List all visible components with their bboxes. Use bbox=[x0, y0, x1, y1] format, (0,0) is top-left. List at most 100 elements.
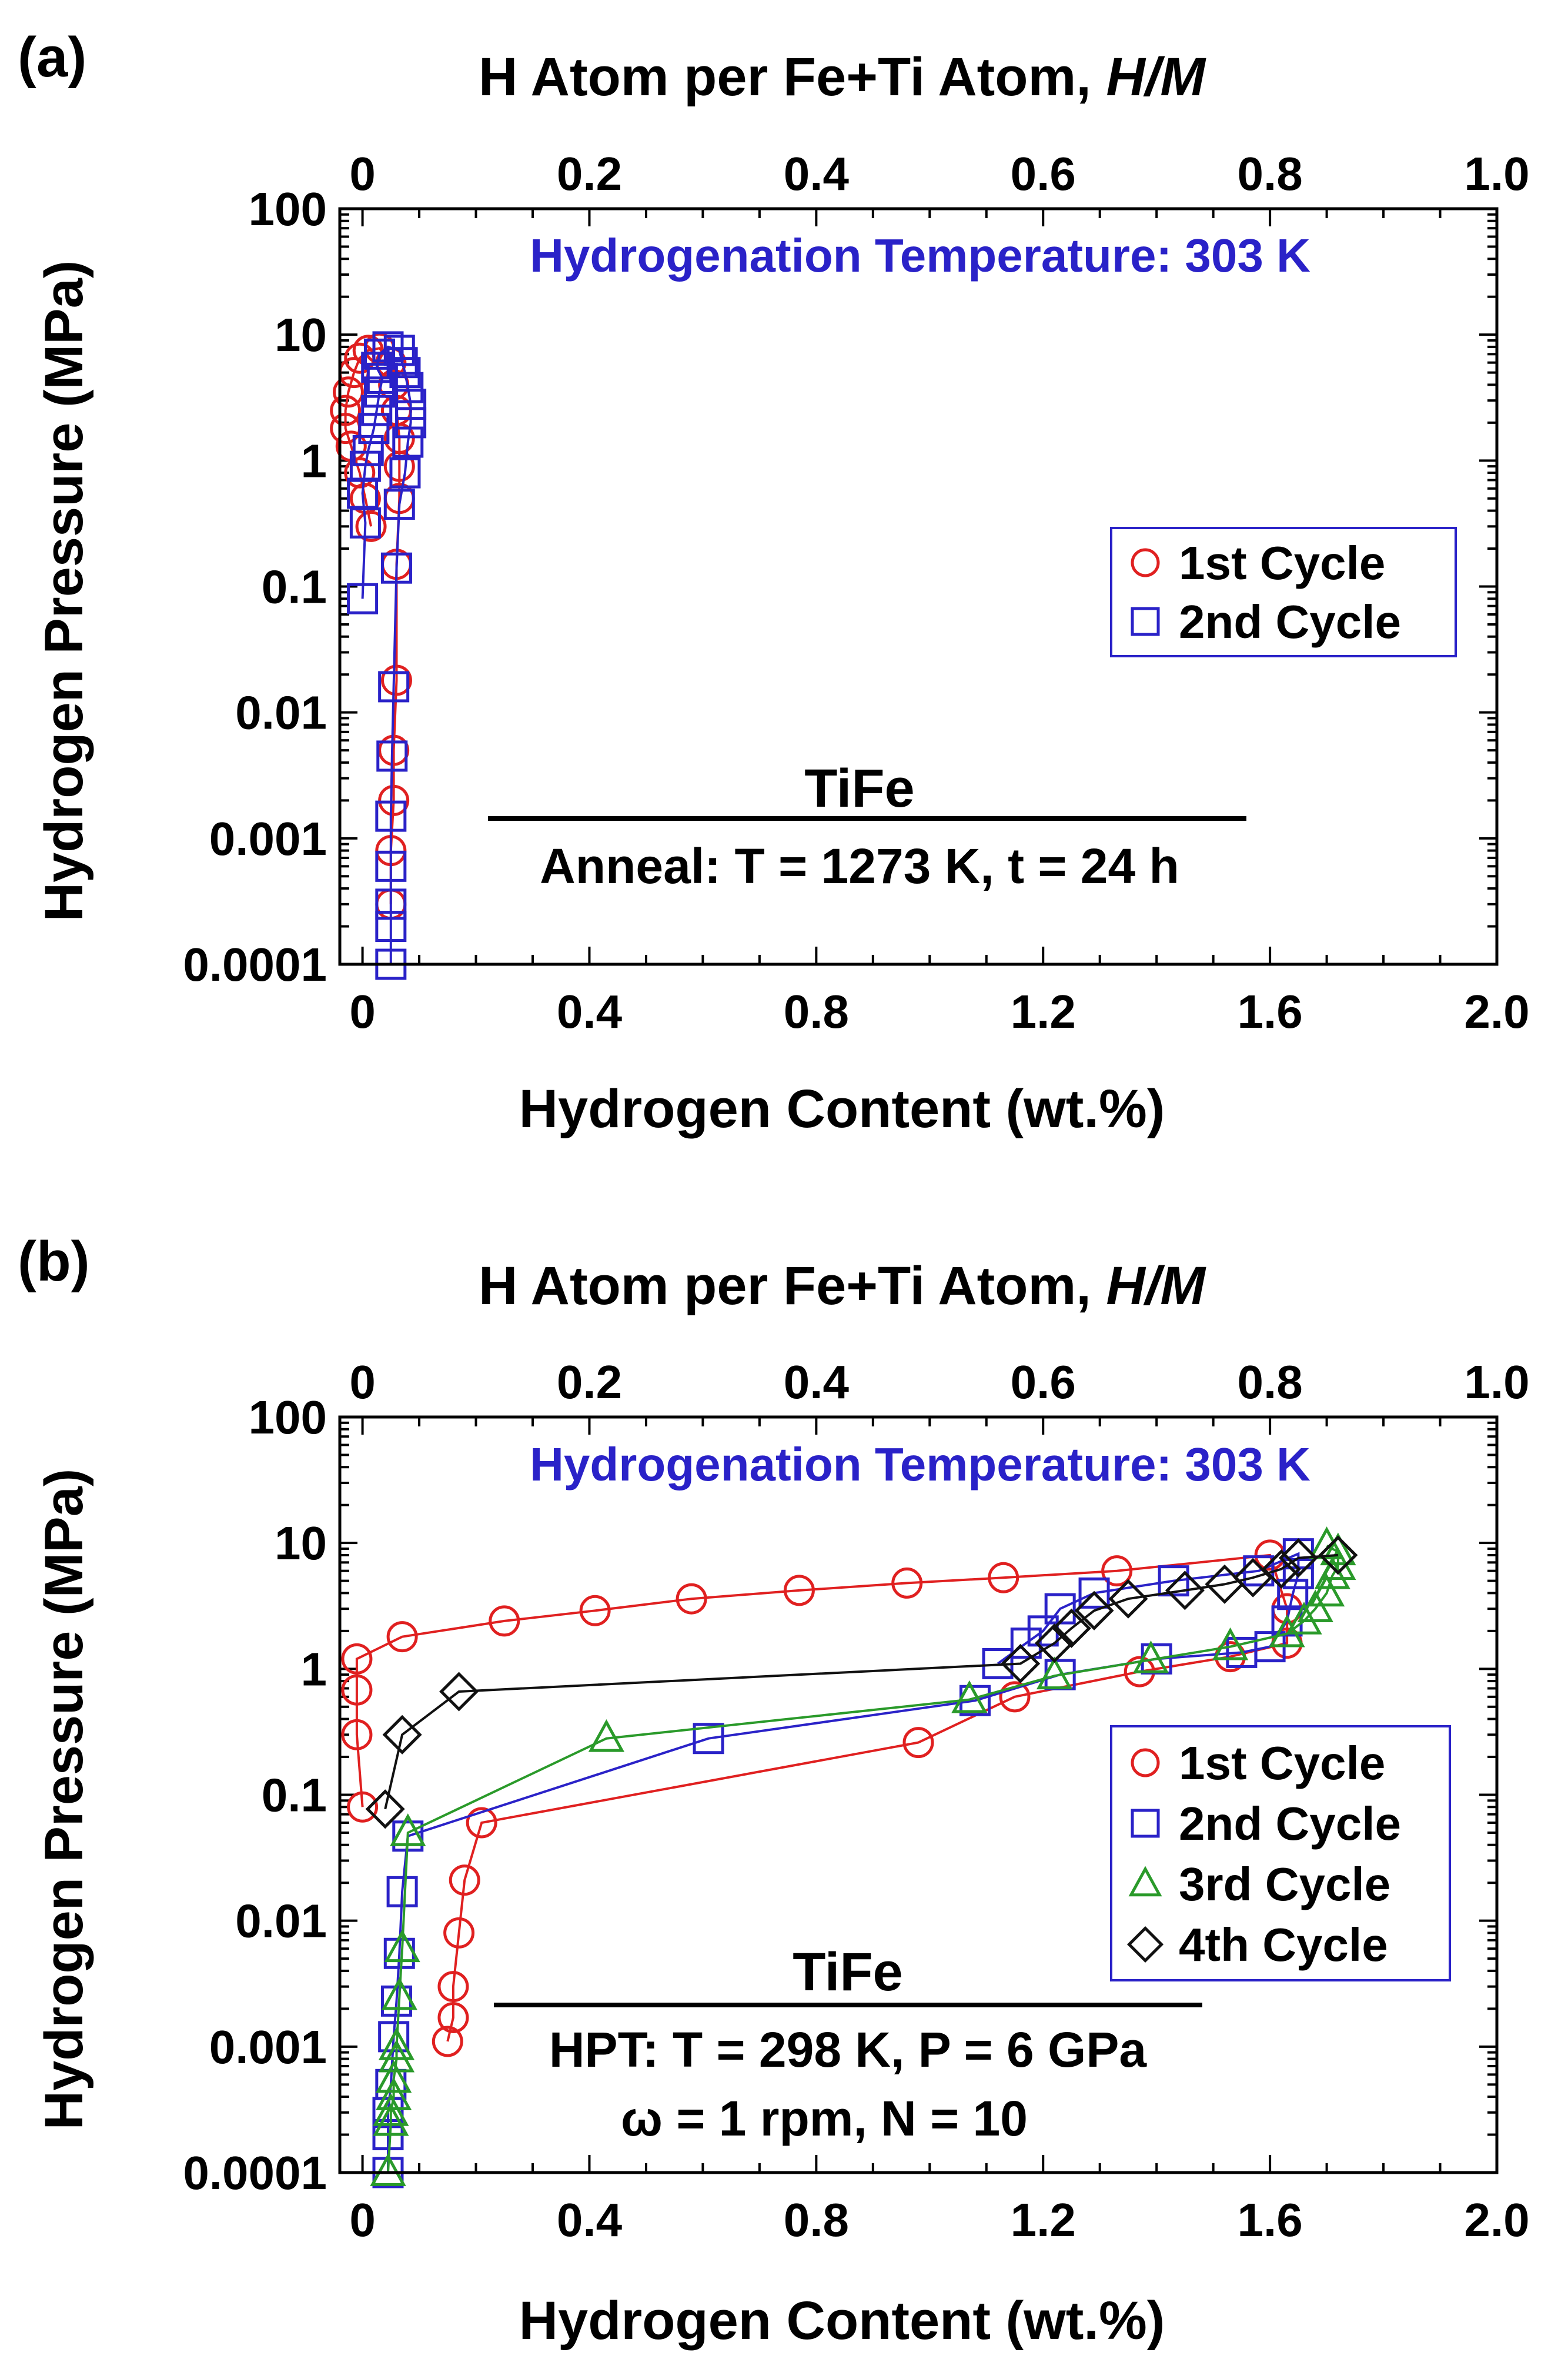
panel-a-series-2-point bbox=[392, 426, 424, 458]
panel-b-series-3-point bbox=[381, 1977, 417, 2010]
panel-b-x-tick-label: 1.2 bbox=[1011, 2194, 1076, 2246]
panel-b-series-1-point bbox=[341, 1674, 373, 1706]
panel-b-condition-line-1: HPT: T = 298 K, P = 6 GPa bbox=[549, 2022, 1148, 2077]
panel-b-y-tick-label: 0.1 bbox=[262, 1769, 327, 1822]
panel-b-series-3-point bbox=[373, 2093, 409, 2126]
panel-a-legend-label: 2nd Cycle bbox=[1179, 596, 1401, 648]
panel-b-series-1-point bbox=[676, 1583, 707, 1615]
panel-b-y-tick-label: 0.0001 bbox=[183, 2147, 327, 2199]
panel-b-top-x-tick-label: 0 bbox=[349, 1356, 376, 1408]
panel-a-top-axis-title: H Atom per Fe+Ti Atom, H/M bbox=[479, 47, 1206, 107]
panel-a-series-2-point bbox=[378, 671, 410, 703]
panel-b-letter: (b) bbox=[18, 1230, 90, 1293]
panel-b-y-axis-title: Hydrogen Pressure (MPa) bbox=[34, 1469, 94, 2130]
panel-b-legend-label: 4th Cycle bbox=[1179, 1919, 1388, 1971]
panel-b-legend-label: 3rd Cycle bbox=[1179, 1858, 1390, 1910]
panel-b-top-x-tick-label: 0.8 bbox=[1238, 1356, 1303, 1408]
panel-b-series-3-point bbox=[378, 2039, 415, 2073]
panel-b-series-4-line bbox=[384, 1553, 1339, 1810]
panel-a-x-tick-label: 0 bbox=[349, 985, 376, 1038]
panel-a-series-2-point bbox=[375, 911, 407, 943]
panel-b-axes bbox=[340, 1416, 1498, 2174]
panel-b-y-tick-label: 10 bbox=[275, 1517, 327, 1569]
panel-b-series-3-point bbox=[370, 2153, 406, 2186]
panel-a-temperature-label: Hydrogenation Temperature: 303 K bbox=[530, 229, 1310, 282]
panel-b-sample-title: TiFe bbox=[793, 1942, 902, 2002]
panel-b-y-tick-label: 0.01 bbox=[235, 1895, 327, 1947]
panel-b-top-x-tick-label: 0.4 bbox=[784, 1356, 850, 1408]
panel-a-y-tick-label: 100 bbox=[249, 183, 327, 235]
panel-b-y-tick-label: 0.001 bbox=[209, 2021, 327, 2073]
panel-a-y-tick-label: 0.0001 bbox=[183, 938, 327, 991]
panel-b-top-x-tick-label: 1.0 bbox=[1464, 1356, 1529, 1408]
panel-b-series-1-point bbox=[988, 1562, 1019, 1593]
panel-b-series-3-point bbox=[1308, 1526, 1345, 1559]
panel-a-plot-frame bbox=[338, 207, 1499, 966]
panel-b-top-x-tick-label: 0.6 bbox=[1011, 1356, 1076, 1408]
panel-b-series-4-point bbox=[1001, 1643, 1041, 1684]
panel-b-series-1-point bbox=[902, 1727, 934, 1759]
panel-a-legend-box bbox=[1110, 527, 1457, 657]
panel-a-top-x-tick-label: 0.6 bbox=[1011, 148, 1076, 200]
panel-a-y-axis-title: Hydrogen Pressure (MPa) bbox=[34, 260, 94, 922]
panel-a-top-x-ticks: 0 0.2 0.4 0.6 0.8 1.0 bbox=[349, 148, 1529, 200]
panel-b-legend-label: 1st Cycle bbox=[1179, 1737, 1385, 1789]
panel-a-series-2-point bbox=[364, 376, 396, 408]
panel-b-series-1-point bbox=[341, 1719, 373, 1750]
panel-a-legend-marker bbox=[1131, 548, 1160, 577]
panel-a-series-2-point bbox=[376, 740, 408, 772]
panel-a-top-x-tick-label: 0.4 bbox=[784, 148, 850, 200]
panel-b-series-1-point bbox=[443, 1917, 475, 1949]
panel-a-x-tick-label: 0.8 bbox=[784, 985, 849, 1038]
panel-b-series-4-point bbox=[1278, 1538, 1318, 1578]
panel-b-series-3-point bbox=[1320, 1532, 1356, 1566]
panel-b-series-1-point bbox=[466, 1807, 497, 1839]
panel-b-series-4-point bbox=[1074, 1590, 1114, 1630]
panel-b-temperature-label: Hydrogenation Temperature: 303 K bbox=[530, 1438, 1310, 1491]
panel-b-y-tick-label: 100 bbox=[249, 1391, 327, 1443]
panel-b-series-3-point bbox=[378, 2027, 415, 2060]
panel-b-series-3-point bbox=[1212, 1627, 1249, 1660]
panel-b-series-1-point bbox=[783, 1575, 815, 1606]
panel-b-series-3-point bbox=[588, 1719, 625, 1752]
panel-a-y-ticks: 100 10 1 0.1 0.01 0.001 0.0001 bbox=[183, 183, 327, 991]
panel-b-legend-marker bbox=[1131, 1809, 1160, 1838]
panel-b-legend-label: 2nd Cycle bbox=[1179, 1797, 1401, 1850]
panel-b-series-3-point bbox=[1308, 1573, 1345, 1607]
panel-a-sample-title: TiFe bbox=[804, 758, 914, 818]
panel-a-series-2-point bbox=[361, 395, 393, 426]
panel-a-series-2 bbox=[347, 331, 427, 980]
panel-b-series-4-point bbox=[1165, 1570, 1205, 1610]
panel-b-series-3-point bbox=[390, 1813, 426, 1846]
panel-a-y-tick-label: 0.1 bbox=[262, 561, 327, 613]
panel-a-series-2-point bbox=[349, 507, 381, 539]
panel-b-legend-box bbox=[1110, 1725, 1451, 1981]
panel-a-y-tick-label: 0.01 bbox=[235, 687, 327, 739]
panel-b-legend-marker bbox=[1128, 1866, 1162, 1897]
panel-a-legend: 1st Cycle 2nd Cycle bbox=[1110, 527, 1457, 657]
panel-b-series-2-point bbox=[693, 1723, 724, 1755]
panel-a-series-2-point bbox=[375, 888, 407, 920]
panel-b-series-3-point bbox=[1036, 1656, 1073, 1690]
panel-a-x-tick-label: 2.0 bbox=[1464, 985, 1529, 1038]
panel-b-series-1-point bbox=[432, 2026, 463, 2057]
panel-a-series-2-point bbox=[383, 489, 415, 520]
panel-b-series-1-point bbox=[999, 1681, 1031, 1713]
panel-b-series-3-point bbox=[1297, 1589, 1333, 1623]
panel-b-legend-marker bbox=[1126, 1926, 1164, 1963]
panel-b-series-1-point bbox=[437, 1971, 469, 2003]
panel-b-y-ticks: 100 10 1 0.1 0.01 0.001 0.0001 bbox=[183, 1391, 327, 2199]
panel-b-series-1-point bbox=[341, 1643, 373, 1675]
panel-b-series-3-point bbox=[384, 1929, 420, 1963]
panel-b-condition-line-2: ω = 1 rpm, N = 10 bbox=[621, 2091, 1028, 2146]
panel-a-x-axis-title: Hydrogen Content (wt.%) bbox=[519, 1079, 1165, 1139]
panel-b-x-tick-label: 1.6 bbox=[1238, 2194, 1303, 2246]
panel-b-series-1-point bbox=[489, 1605, 520, 1637]
panel-b-series-3-point bbox=[951, 1680, 988, 1713]
panel-b-series-1-point bbox=[347, 1791, 379, 1823]
panel-a-top-x-tick-label: 0.8 bbox=[1238, 148, 1303, 200]
panel-a-series-1-point bbox=[355, 510, 387, 542]
panel-b-legend-entry: 2nd Cycle bbox=[1131, 1797, 1401, 1850]
panel-b-legend: 1st Cycle 2nd Cycle 3rd Cycle 4th Cycle bbox=[1110, 1725, 1451, 1981]
